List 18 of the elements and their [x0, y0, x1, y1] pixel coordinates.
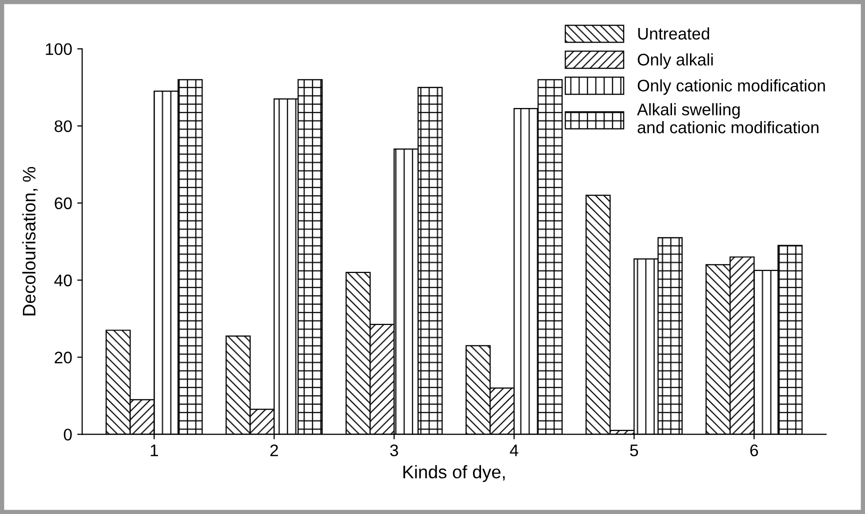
y-tick-label: 20: [54, 352, 72, 364]
x-tick-label: 4: [510, 444, 518, 456]
legend-label: Only alkali: [638, 53, 713, 69]
x-tick-label: 5: [630, 444, 638, 456]
legend-label: Alkali swelling and cationic modification: [637, 103, 818, 134]
x-tick-label: 3: [390, 444, 398, 456]
x-tick-label: 1: [150, 444, 158, 456]
y-tick-label: 0: [64, 428, 72, 441]
x-tick-label: 2: [270, 444, 278, 456]
y-axis-title: Decolourisation, %: [22, 166, 38, 316]
legend-label: Only cationic modification: [638, 79, 825, 95]
y-tick-label: 80: [54, 120, 72, 132]
y-tick-label: 60: [54, 197, 72, 210]
legend-label: Untreated: [638, 27, 710, 40]
x-axis-title: Kinds of dye,: [403, 465, 505, 482]
x-tick-label: 6: [750, 444, 758, 456]
y-tick-label: 100: [46, 43, 72, 56]
y-tick-label: 40: [54, 274, 72, 286]
